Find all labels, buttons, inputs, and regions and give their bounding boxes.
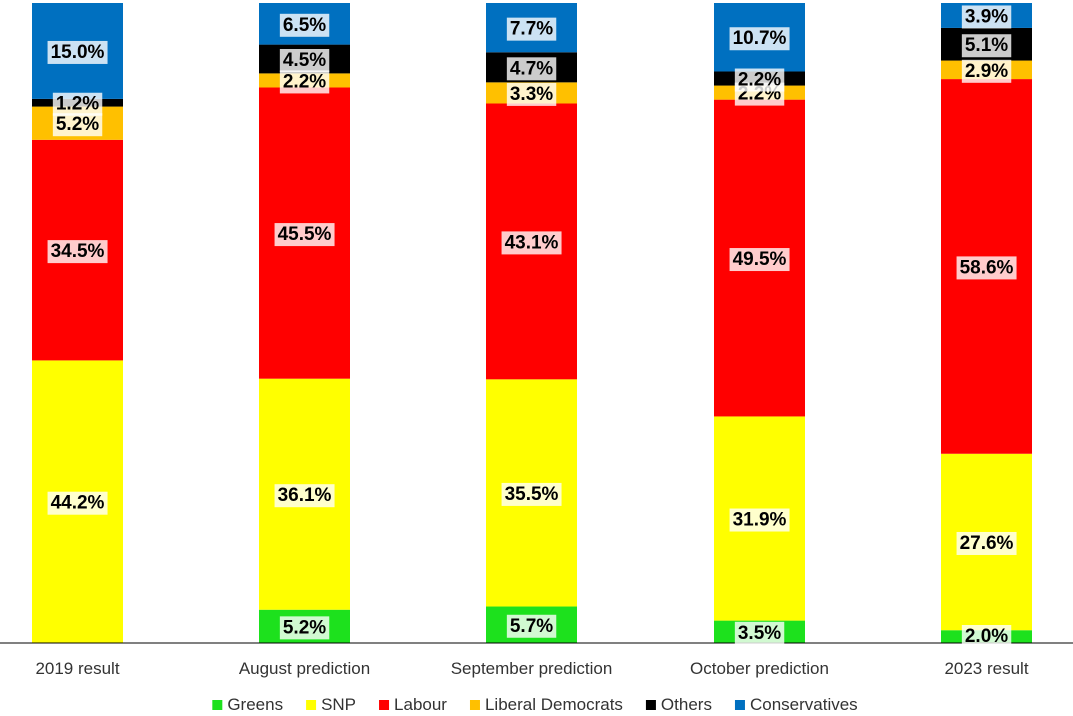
legend-label: Labour — [394, 695, 447, 714]
svg-text:10.7%: 10.7% — [733, 28, 787, 49]
data-label-liberal-democrats-september-prediction: 3.3% — [506, 82, 557, 106]
x-tick-label: 2019 result — [35, 659, 119, 678]
x-tick-label: August prediction — [239, 659, 370, 678]
data-label-others-august-prediction: 4.5% — [279, 49, 330, 72]
legend-label: Conservatives — [750, 695, 858, 714]
svg-text:34.5%: 34.5% — [51, 241, 105, 262]
data-label-snp-august-prediction: 36.1% — [274, 484, 335, 508]
svg-text:7.7%: 7.7% — [510, 19, 553, 40]
data-label-conservatives-2019-result: 15.0% — [47, 40, 108, 64]
svg-text:5.2%: 5.2% — [56, 114, 99, 135]
legend-item-labour: Labour — [379, 695, 447, 714]
data-label-snp-2023-result: 27.6% — [956, 531, 1017, 555]
data-label-greens-august-prediction: 5.2% — [279, 616, 330, 640]
svg-text:49.5%: 49.5% — [733, 249, 787, 270]
legend-label: SNP — [321, 695, 356, 714]
svg-text:2.0%: 2.0% — [965, 626, 1008, 647]
data-label-snp-october-prediction: 31.9% — [729, 508, 790, 532]
legend-item-liberal-democrats: Liberal Democrats — [469, 695, 623, 714]
data-label-conservatives-october-prediction: 10.7% — [729, 27, 790, 51]
data-label-labour-august-prediction: 45.5% — [274, 223, 335, 247]
data-label-greens-2023-result: 2.0% — [961, 625, 1012, 648]
legend-swatch — [645, 700, 656, 710]
svg-text:44.2%: 44.2% — [51, 493, 105, 514]
svg-text:3.5%: 3.5% — [738, 623, 781, 644]
data-labels: 44.2%34.5%5.2%1.2%15.0%5.2%36.1%45.5%2.2… — [47, 5, 1017, 648]
data-label-others-2019-result: 1.2% — [52, 92, 103, 116]
data-label-snp-2019-result: 44.2% — [47, 491, 108, 515]
data-label-others-2023-result: 5.1% — [961, 34, 1012, 58]
data-label-conservatives-september-prediction: 7.7% — [506, 17, 557, 41]
svg-text:2.2%: 2.2% — [738, 70, 781, 91]
svg-text:2.9%: 2.9% — [965, 61, 1008, 82]
svg-text:4.5%: 4.5% — [283, 50, 326, 71]
svg-text:1.2%: 1.2% — [56, 94, 99, 115]
x-tick-label: 2023 result — [944, 659, 1028, 678]
legend-label: Greens — [227, 695, 283, 714]
legend-item-snp: SNP — [306, 695, 356, 714]
legend-swatch — [379, 700, 390, 710]
x-tick-labels: 2019 result August prediction September pr… — [35, 659, 1028, 678]
data-label-greens-october-prediction: 3.5% — [734, 621, 785, 645]
data-label-snp-september-prediction: 35.5% — [501, 482, 562, 506]
svg-text:2.2%: 2.2% — [283, 71, 326, 92]
legend-swatch — [212, 700, 223, 710]
svg-text:35.5%: 35.5% — [505, 484, 559, 505]
svg-text:58.6%: 58.6% — [960, 257, 1014, 278]
svg-text:6.5%: 6.5% — [283, 15, 326, 36]
data-label-liberal-democrats-august-prediction: 2.2% — [279, 70, 330, 94]
legend-item-others: Others — [645, 695, 712, 714]
data-label-others-october-prediction: 2.2% — [734, 68, 785, 92]
svg-text:43.1%: 43.1% — [505, 232, 559, 253]
legend-item-greens: Greens — [212, 695, 283, 714]
legend-swatch — [469, 700, 480, 710]
svg-text:4.7%: 4.7% — [510, 58, 553, 79]
svg-text:5.7%: 5.7% — [510, 616, 553, 637]
legend-swatch — [306, 700, 317, 710]
x-tick-label: September prediction — [451, 659, 613, 678]
svg-text:15.0%: 15.0% — [51, 42, 105, 63]
legend-label: Others — [661, 695, 712, 714]
svg-text:3.3%: 3.3% — [510, 84, 553, 105]
svg-text:36.1%: 36.1% — [278, 485, 332, 506]
data-label-greens-september-prediction: 5.7% — [506, 614, 557, 638]
data-label-conservatives-2023-result: 3.9% — [961, 5, 1012, 29]
svg-text:3.9%: 3.9% — [965, 6, 1008, 27]
data-label-others-september-prediction: 4.7% — [506, 57, 557, 81]
data-label-liberal-democrats-2019-result: 5.2% — [52, 113, 103, 137]
x-tick-label: October prediction — [690, 659, 829, 678]
data-label-labour-2019-result: 34.5% — [47, 240, 108, 264]
data-label-conservatives-august-prediction: 6.5% — [279, 13, 330, 37]
data-label-labour-october-prediction: 49.5% — [729, 248, 790, 272]
svg-text:5.2%: 5.2% — [283, 617, 326, 638]
svg-text:27.6%: 27.6% — [960, 533, 1014, 554]
legend-item-conservatives: Conservatives — [734, 695, 858, 714]
data-label-labour-september-prediction: 43.1% — [501, 231, 562, 255]
data-label-labour-2023-result: 58.6% — [956, 256, 1017, 280]
data-label-liberal-democrats-2023-result: 2.9% — [961, 59, 1012, 83]
svg-text:5.1%: 5.1% — [965, 35, 1008, 56]
legend-swatch — [734, 700, 745, 710]
svg-text:45.5%: 45.5% — [278, 224, 332, 245]
legend: Greens SNP Labour Liberal Democrats Others Co… — [212, 695, 858, 714]
legend-label: Liberal Democrats — [485, 695, 623, 714]
svg-text:31.9%: 31.9% — [733, 510, 787, 531]
